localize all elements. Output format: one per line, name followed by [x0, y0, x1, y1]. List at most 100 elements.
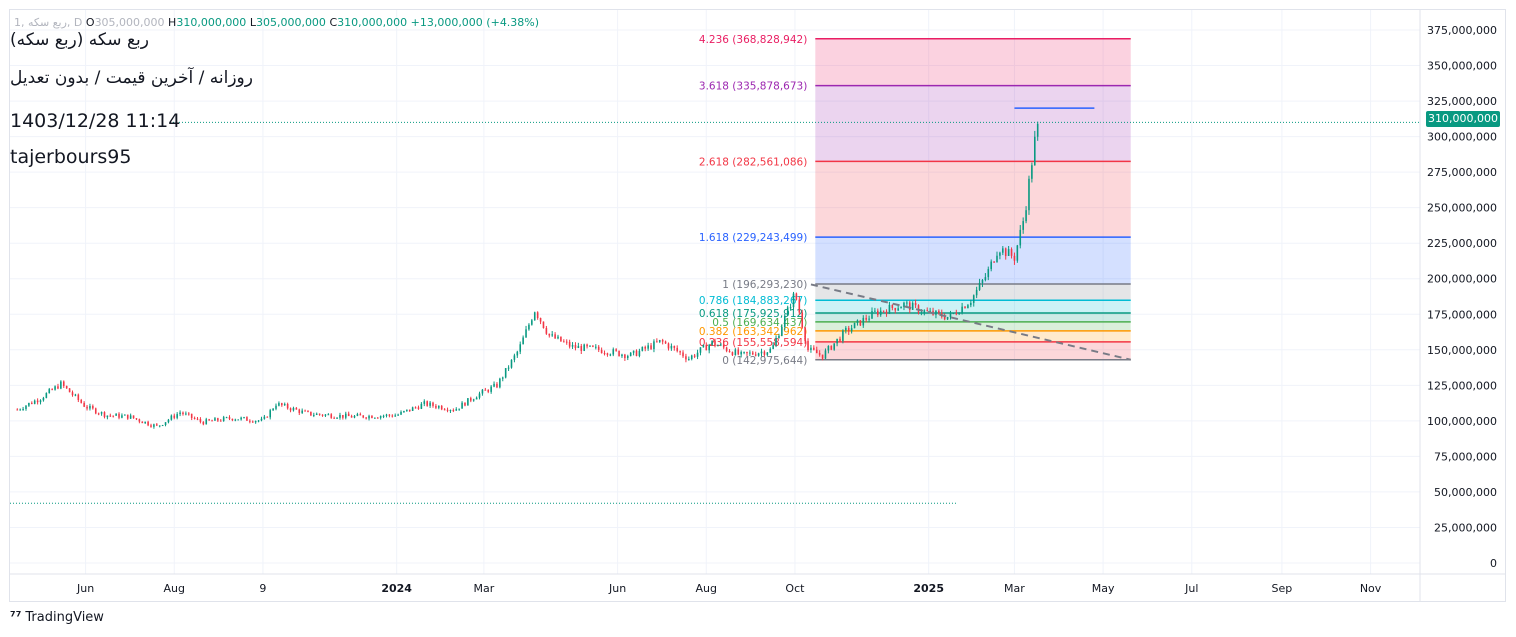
candle-body — [507, 367, 510, 369]
x-axis[interactable]: Jun Aug 9 2024 Mar Jun Aug Oct 2025 Mar May Jul Sep N… — [10, 573, 1506, 595]
x-tick-label[interactable]: Jun — [608, 582, 626, 595]
y-tick-label[interactable]: 100,000,000 — [1427, 415, 1497, 428]
x-tick-label[interactable]: Mar — [473, 582, 494, 595]
candle-body — [150, 425, 152, 427]
candle-body — [536, 312, 539, 319]
fib-lines[interactable]: 0 (142,975,644) 0.236 (155,558,594)0.382 … — [699, 34, 1131, 367]
candle-body — [339, 414, 341, 418]
x-tick-label[interactable]: Sep — [1272, 582, 1293, 595]
candle-body — [580, 346, 583, 351]
candle-body — [1016, 245, 1019, 261]
candle-body — [786, 307, 789, 316]
candle-body — [1019, 229, 1022, 246]
candle-body — [423, 401, 426, 404]
y-tick-label[interactable]: 225,000,000 — [1427, 237, 1497, 250]
x-tick-label[interactable]: Aug — [164, 582, 185, 595]
candle-body — [920, 312, 923, 314]
candle-body — [685, 356, 687, 360]
candle-body — [728, 351, 731, 353]
candle-body — [333, 417, 335, 419]
candle-body — [464, 402, 466, 406]
x-tick-label[interactable]: May — [1092, 582, 1115, 595]
candle-body — [501, 377, 504, 379]
y-tick-label[interactable]: 50,000,000 — [1434, 486, 1497, 499]
candle-body — [891, 304, 894, 309]
candle-body — [798, 299, 801, 313]
candle-body — [48, 389, 51, 394]
candle-body — [743, 351, 745, 353]
candle-body — [45, 393, 48, 398]
y-tick-label[interactable]: 0 — [1490, 557, 1497, 570]
candle-body — [836, 338, 838, 344]
candle-body — [568, 341, 571, 347]
candle-body — [199, 419, 202, 422]
candle-body — [321, 414, 324, 416]
x-tick-label[interactable]: Aug — [696, 582, 717, 595]
tradingview-logo[interactable]: ⁷⁷ TradingView — [10, 610, 104, 625]
x-tick-label[interactable]: 2024 — [381, 582, 412, 595]
y-tick-label[interactable]: 175,000,000 — [1427, 308, 1497, 321]
x-tick-label[interactable]: Oct — [785, 582, 805, 595]
candle-body — [830, 345, 833, 350]
y-tick-label[interactable]: 275,000,000 — [1427, 166, 1497, 179]
open-value: 305,000,000 — [94, 16, 165, 29]
x-tick-label[interactable]: 9 — [259, 582, 266, 595]
candle-body — [28, 402, 30, 406]
candle-body — [996, 255, 998, 263]
y-tick-label[interactable]: 125,000,000 — [1427, 379, 1497, 392]
candle-body — [946, 316, 949, 320]
y-tick-label[interactable]: 350,000,000 — [1427, 60, 1497, 73]
candle-body — [847, 328, 850, 332]
y-tick-label[interactable]: 325,000,000 — [1427, 95, 1497, 108]
candle-body — [626, 355, 629, 359]
candle-body — [74, 394, 77, 396]
x-tick-label[interactable]: Mar — [1004, 582, 1025, 595]
x-tick-label[interactable]: Jun — [76, 582, 94, 595]
candle-body — [859, 320, 862, 326]
y-tick-label[interactable]: 150,000,000 — [1427, 344, 1497, 357]
candle-body — [490, 386, 492, 392]
chart-settings-title: روزانه / آخرین قیمت / بدون تعدیل — [10, 68, 253, 88]
candle-body — [22, 408, 24, 410]
candle-body — [379, 416, 382, 418]
candle-body — [972, 295, 975, 303]
candle-body — [167, 419, 170, 423]
candle-body — [281, 403, 283, 406]
y-tick-label[interactable]: 375,000,000 — [1427, 24, 1497, 37]
candle-body — [411, 407, 414, 411]
candle-body — [57, 386, 59, 389]
candle-body — [513, 355, 516, 360]
x-tick-label[interactable]: Nov — [1360, 582, 1382, 595]
y-tick-label[interactable]: 200,000,000 — [1427, 273, 1497, 286]
close-value: 310,000,000 — [337, 16, 408, 29]
candle-body — [313, 414, 315, 416]
y-tick-label[interactable]: 75,000,000 — [1434, 450, 1497, 463]
y-tick-label[interactable]: 300,000,000 — [1427, 131, 1497, 144]
candle-body — [158, 425, 161, 427]
candle-body — [222, 417, 225, 421]
candle-body — [347, 413, 350, 417]
candle-body — [336, 417, 338, 419]
candle-body — [106, 415, 109, 418]
y-tick-label[interactable]: 25,000,000 — [1434, 521, 1497, 534]
candle-body — [318, 413, 321, 415]
x-tick-label[interactable]: 2025 — [913, 582, 944, 595]
candle-body — [545, 328, 548, 334]
fib-zone — [815, 38, 1131, 86]
y-tick-label[interactable]: 250,000,000 — [1427, 202, 1497, 215]
drawings[interactable] — [10, 107, 1420, 504]
candle-body — [725, 347, 728, 352]
candle-body — [400, 411, 402, 415]
candle-body — [33, 400, 36, 404]
x-tick-label[interactable]: Jul — [1184, 582, 1198, 595]
candle-body — [894, 308, 897, 311]
dashed-trendline[interactable] — [810, 283, 1131, 361]
candle-body — [164, 422, 167, 426]
y-axis[interactable]: 375,000,000 350,000,000 325,000,000 300,000… — [1419, 10, 1497, 602]
candle-body — [214, 418, 216, 421]
candle-body — [696, 352, 699, 357]
candle-body — [443, 409, 446, 411]
candle-body — [600, 349, 603, 354]
candle-body — [234, 419, 237, 421]
